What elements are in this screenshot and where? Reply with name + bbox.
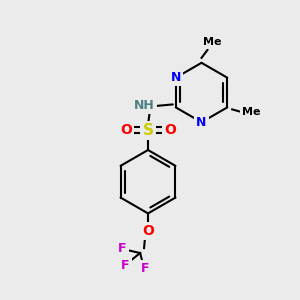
Text: Me: Me [242, 107, 260, 117]
Text: F: F [121, 260, 130, 272]
Text: O: O [142, 224, 154, 238]
Text: O: O [164, 123, 176, 137]
Text: N: N [196, 116, 207, 129]
Text: NH: NH [134, 99, 154, 112]
Text: O: O [120, 123, 132, 137]
Text: S: S [142, 123, 154, 138]
Text: F: F [118, 242, 127, 255]
Text: F: F [141, 262, 149, 275]
Text: Me: Me [203, 37, 222, 47]
Text: N: N [171, 71, 181, 84]
